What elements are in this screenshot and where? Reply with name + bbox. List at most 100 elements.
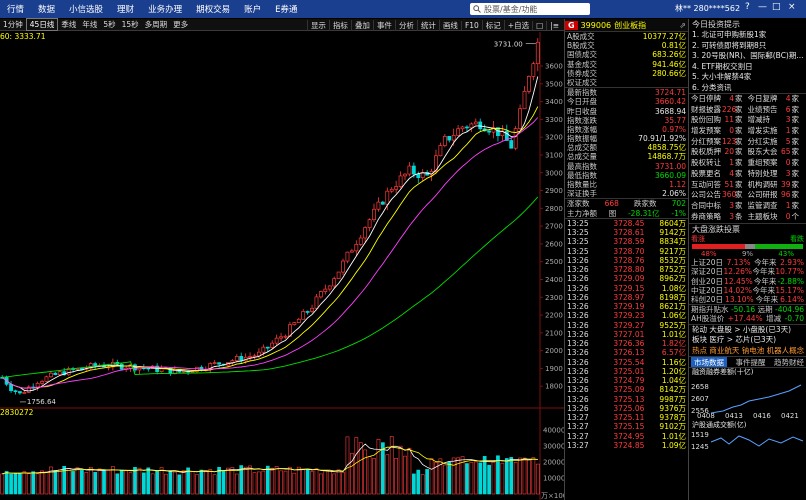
- tab-market-data[interactable]: 市场数据: [691, 357, 727, 368]
- expand-icon[interactable]: ⇗: [679, 20, 686, 30]
- tick-row[interactable]: 13:26 3726.13 6.57亿: [565, 348, 688, 357]
- tick-row[interactable]: 13:26 3729.19 8621万: [565, 302, 688, 311]
- tool-mark[interactable]: 标记: [481, 19, 504, 31]
- stat-cell[interactable]: 公司公告 360 家: [691, 190, 748, 201]
- tick-row[interactable]: 13:26 3729.15 1.08亿: [565, 284, 688, 293]
- help-icon[interactable]: ?: [745, 2, 750, 12]
- tick-row[interactable]: 13:25 3728.45 8604万: [565, 219, 688, 228]
- tick-row[interactable]: 13:25 3728.61 9142万: [565, 228, 688, 237]
- tick-row[interactable]: 13:26 3728.80 8752万: [565, 265, 688, 274]
- news-item[interactable]: 6. 分类资讯: [692, 82, 732, 92]
- tick-row[interactable]: 13:26 3727.01 1.01亿: [565, 330, 688, 339]
- stat-cell[interactable]: 今日停牌 4 家: [691, 94, 748, 105]
- tick-row[interactable]: 13:26 3725.01 1.20亿: [565, 367, 688, 376]
- news-item[interactable]: 2. 可转债即将到期8只: [692, 40, 767, 50]
- rotation-sector[interactable]: 板块 医疗 > 芯片(已3天): [692, 335, 777, 345]
- stat-cell[interactable]: 分红实施 5 家: [748, 137, 805, 148]
- menu-data[interactable]: 数据: [38, 5, 56, 15]
- stat-cell[interactable]: 今日复牌 4 家: [748, 94, 805, 105]
- tick-row[interactable]: 13:25 3728.70 9217万: [565, 247, 688, 256]
- tool-menu-icon[interactable]: |≡: [546, 20, 562, 30]
- period-15s[interactable]: 15秒: [121, 20, 139, 29]
- tick-row[interactable]: 13:25 3728.59 8834万: [565, 237, 688, 246]
- tick-row[interactable]: 13:26 3729.27 9525万: [565, 321, 688, 330]
- tick-row[interactable]: 13:26 3724.79 1.04亿: [565, 376, 688, 385]
- tool-overlay[interactable]: 叠加: [350, 19, 373, 31]
- tool-draw[interactable]: 画线: [438, 19, 461, 31]
- tick-row[interactable]: 13:27 3724.85 1.09亿: [565, 441, 688, 450]
- news-item[interactable]: 4. ETF期权交割日: [692, 61, 753, 71]
- tab-event-alert[interactable]: 事件提醒: [735, 358, 766, 368]
- tool-f10[interactable]: F10: [460, 20, 482, 30]
- menu-business[interactable]: 业务办理: [148, 5, 183, 15]
- tick-list[interactable]: 13:25 3728.45 8604万 13:25 3728.61 9142万 13:25 3…: [565, 219, 688, 450]
- northbound-mini-chart[interactable]: 1519 1245: [689, 430, 806, 452]
- stat-cell[interactable]: 财报披露 226 家: [691, 105, 748, 116]
- news-item[interactable]: 5. 大小非解禁4家: [692, 72, 752, 81]
- search-input[interactable]: 股票/基金/功能: [470, 3, 590, 15]
- menu-etong[interactable]: E券通: [275, 5, 298, 15]
- stat-cell[interactable]: 增发实施 1 家: [748, 126, 805, 137]
- stat-cell[interactable]: 特别处理 3 家: [748, 169, 805, 180]
- period-5s[interactable]: 5秒: [103, 20, 116, 29]
- period-year[interactable]: 年线: [82, 20, 98, 29]
- tick-row[interactable]: 13:27 3725.15 9102万: [565, 422, 688, 431]
- close-icon[interactable]: ×: [788, 2, 796, 12]
- stat-cell[interactable]: 监管调查 1 家: [748, 201, 805, 212]
- main-flow-chart-icon[interactable]: 图: [608, 208, 617, 218]
- stat-cell[interactable]: 券商策略 3 条: [691, 212, 748, 223]
- stat-cell[interactable]: 股票更名 4 家: [691, 169, 748, 180]
- stat-cell[interactable]: 增发预案 0 家: [691, 126, 748, 137]
- stat-cell[interactable]: 股份回购 11 家: [691, 115, 748, 126]
- period-45day[interactable]: 45日线: [25, 18, 59, 31]
- news-item[interactable]: 3. 20号股(NR)、国际郵(BC)期...: [692, 51, 804, 60]
- tool-events[interactable]: 事件: [372, 19, 395, 31]
- menu-options[interactable]: 期权交易: [196, 5, 231, 15]
- tool-stats[interactable]: 统计: [416, 19, 439, 31]
- stat-cell[interactable]: 分红预案 123 家: [691, 137, 748, 148]
- menu-account[interactable]: 账户: [244, 5, 262, 15]
- period-1min[interactable]: 1分钟: [3, 20, 23, 29]
- tick-row[interactable]: 13:26 3725.06 9376万: [565, 404, 688, 413]
- menu-quotes[interactable]: 行情: [7, 5, 25, 15]
- tick-row[interactable]: 13:26 3726.36 1.82亿: [565, 339, 688, 348]
- stat-cell[interactable]: 互动问答 51 家: [691, 180, 748, 191]
- tool-analysis[interactable]: 分析: [394, 19, 417, 31]
- menu-stock-picker[interactable]: 小信选股: [69, 5, 104, 15]
- tick-row[interactable]: 13:26 3728.97 8198万: [565, 293, 688, 302]
- stat-cell[interactable]: 机构调研 39 家: [748, 180, 805, 191]
- period-multi[interactable]: 多周期: [144, 20, 168, 29]
- tick-row[interactable]: 13:27 3725.11 9378万: [565, 413, 688, 422]
- stat-cell[interactable]: 重组预案 0 家: [748, 158, 805, 169]
- tick-row[interactable]: 13:26 3729.09 8962万: [565, 274, 688, 283]
- period-quarter[interactable]: 季线: [61, 20, 77, 29]
- stat-cell[interactable]: 主题板块 0 个: [748, 212, 805, 223]
- maximize-icon[interactable]: □: [772, 2, 781, 12]
- main-flow-row[interactable]: 主力净额 图 -28.31亿 -1%: [565, 209, 688, 218]
- tool-indicator[interactable]: 指标: [328, 19, 351, 31]
- tick-row[interactable]: 13:26 3728.76 8532万: [565, 256, 688, 265]
- user-account[interactable]: 林** 280****562: [675, 4, 741, 13]
- stat-cell[interactable]: 公司研报 96 家: [748, 190, 805, 201]
- stat-cell[interactable]: 股东大会 65 家: [748, 147, 805, 158]
- tick-row[interactable]: 13:26 3725.54 1.16亿: [565, 358, 688, 367]
- tool-window-icon[interactable]: □: [532, 20, 546, 30]
- tick-row[interactable]: 13:26 3725.09 8142万: [565, 385, 688, 394]
- tab-trend-finance[interactable]: 趋势财经: [774, 358, 804, 368]
- tool-display[interactable]: 显示: [306, 19, 329, 31]
- hot-topics[interactable]: 热点 商业航天 钠电池 机器人概念: [692, 345, 805, 355]
- kline-chart[interactable]: 3600 3500 3400 3300 3200 3100 3000 2900 2800 2700…: [0, 32, 564, 500]
- period-more[interactable]: 更多: [173, 20, 189, 29]
- minimize-icon[interactable]: —: [758, 2, 767, 12]
- menu-wealth[interactable]: 理财: [117, 5, 135, 15]
- stat-cell[interactable]: 业绩预告 6 家: [748, 105, 805, 116]
- tool-add-watchlist[interactable]: +自选: [503, 19, 532, 31]
- stat-cell[interactable]: 股权转让 1 家: [691, 158, 748, 169]
- tick-row[interactable]: 13:27 3724.95 1.01亿: [565, 432, 688, 441]
- tick-row[interactable]: 13:26 3725.13 9987万: [565, 395, 688, 404]
- stat-cell[interactable]: 增减持 3 家: [748, 115, 805, 126]
- tick-row[interactable]: 13:26 3729.23 1.06亿: [565, 311, 688, 320]
- news-item[interactable]: 1. 北证可申购新股1家: [692, 30, 767, 39]
- stat-cell[interactable]: 合同中标 3 家: [691, 201, 748, 212]
